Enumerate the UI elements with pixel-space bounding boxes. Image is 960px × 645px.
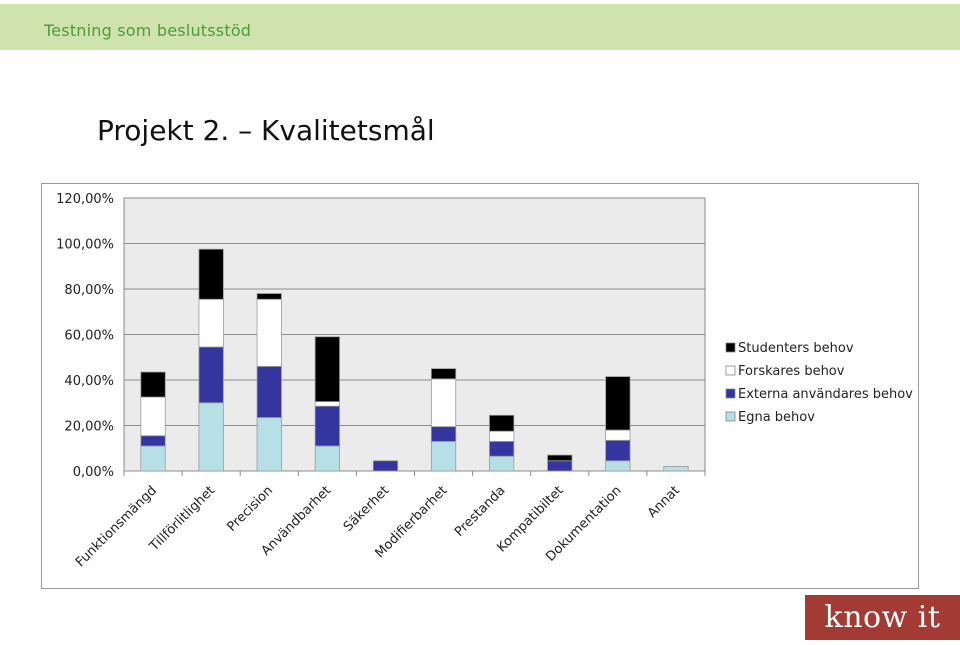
legend-swatch — [725, 388, 736, 399]
bar-segment — [430, 378, 457, 428]
bar-segment — [663, 466, 689, 472]
bar-segment — [256, 365, 282, 418]
bar-segment — [198, 346, 224, 404]
bar-segment — [198, 298, 224, 348]
bar-segment — [430, 426, 457, 442]
bar-segment — [314, 405, 340, 447]
logo-text: know it — [824, 600, 941, 635]
bar-segment — [430, 441, 457, 472]
x-tick-label: Precision — [224, 483, 276, 535]
y-tick-label: 20,00% — [64, 420, 114, 435]
bar-segment — [256, 298, 282, 367]
y-tick-label: 120,00% — [56, 192, 114, 207]
x-tick-label: Prestanda — [452, 483, 509, 540]
bar-segment — [430, 368, 457, 380]
x-tick-label: Funktionsmängd — [73, 483, 160, 570]
knowit-logo: know it — [805, 595, 960, 640]
bar-segment — [605, 429, 631, 441]
bar-segment — [605, 439, 631, 462]
y-tick-label: 100,00% — [56, 238, 114, 253]
y-tick-label: 0,00% — [73, 465, 114, 480]
legend-label: Studenters behov — [738, 341, 854, 356]
legend-label: Egna behov — [738, 410, 815, 425]
y-tick-label: 80,00% — [64, 283, 114, 298]
bar-segment — [314, 401, 340, 407]
legend-swatch — [725, 365, 736, 376]
legend-swatch — [725, 342, 736, 353]
stacked-bar-chart: 0,00% 20,00% 40,00% 60,00% 80,00% 100,00% 120,… — [56, 192, 913, 570]
bar-segment — [140, 445, 166, 472]
bar-segment — [140, 371, 166, 398]
bar-segment — [372, 460, 399, 472]
bar-segment — [489, 455, 515, 472]
x-tick-label: Säkerhet — [341, 483, 392, 534]
bar-segment — [314, 336, 340, 403]
bar-segment — [198, 402, 224, 472]
x-tick-label: Annat — [645, 483, 683, 521]
y-tick-label: 40,00% — [64, 374, 114, 389]
header-title: Testning som beslutsstöd — [44, 21, 252, 40]
chart-frame: 0,00% 20,00% 40,00% 60,00% 80,00% 100,00% 120,… — [41, 183, 919, 589]
bar-segment — [256, 293, 282, 300]
header-bar: Testning som beslutsstöd — [0, 4, 960, 50]
bar-segment — [140, 435, 166, 447]
bar-segment — [605, 376, 631, 431]
legend-label: Externa användares behov — [738, 387, 913, 402]
slide-title: Projekt 2. – Kvalitetsmål — [97, 114, 435, 147]
bar-segment — [605, 460, 631, 472]
bar-segment — [256, 417, 282, 472]
legend-label: Forskares behov — [738, 364, 845, 379]
bar-segment — [547, 454, 573, 462]
bar-segment — [547, 460, 573, 472]
bar-segment — [314, 445, 340, 472]
bar-segment — [489, 441, 515, 457]
bar-segment — [489, 414, 515, 432]
legend-swatch — [725, 411, 736, 422]
bar-segment — [140, 396, 166, 437]
bar-segment — [489, 430, 515, 442]
bar-segment — [198, 248, 224, 300]
y-tick-label: 60,00% — [64, 329, 114, 344]
